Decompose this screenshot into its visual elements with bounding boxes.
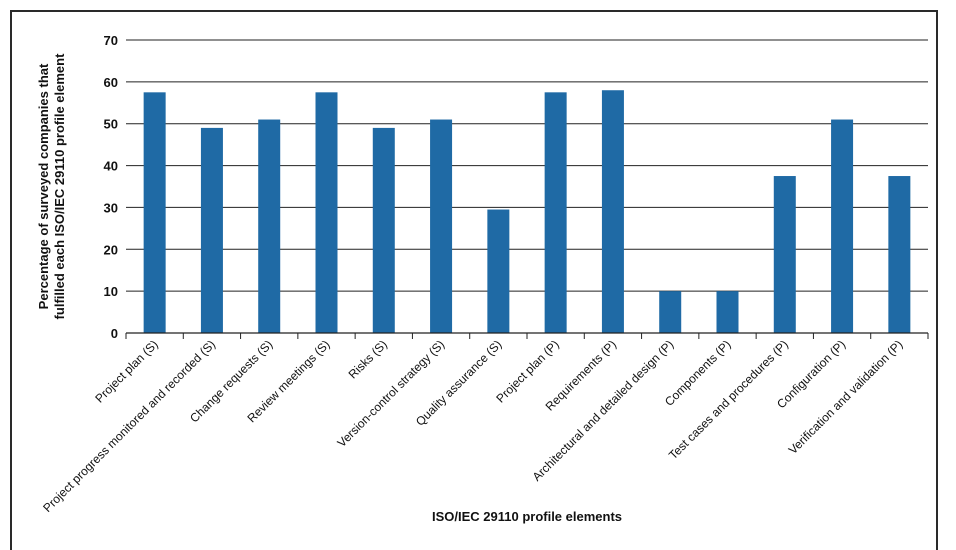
bar (430, 119, 453, 334)
bar (315, 92, 338, 333)
y-tick-label: 60 (104, 75, 118, 90)
bars (143, 90, 911, 334)
category-labels: Project plan (S)Project progress monitor… (40, 337, 905, 515)
category-label: Verification and validation (P) (786, 337, 906, 457)
x-tick-marks (125, 333, 929, 339)
bar (143, 92, 166, 333)
bar (601, 90, 624, 333)
bar (372, 127, 395, 334)
bar (831, 119, 854, 334)
gridlines (126, 39, 928, 292)
bar (888, 176, 911, 333)
y-tick-label: 50 (104, 117, 118, 132)
bar (773, 176, 796, 333)
bar (200, 127, 223, 334)
y-axis-title-line-2: fulfilled each ISO/IEC 29110 profile ele… (52, 53, 67, 320)
bar (716, 291, 739, 333)
y-tick-label: 20 (104, 242, 118, 257)
y-tick-labels: 0 10 20 30 40 50 60 70 (104, 33, 118, 341)
category-label: Test cases and procedures (P) (666, 337, 791, 462)
bar (258, 119, 281, 334)
x-axis-title: ISO/IEC 29110 profile elements (432, 509, 622, 524)
category-label: Risks (S) (346, 337, 390, 381)
y-axis-title: Percentage of surveyed companies that fu… (36, 53, 67, 320)
y-tick-label: 70 (104, 33, 118, 48)
y-tick-label: 0 (111, 326, 118, 341)
bar (487, 209, 510, 333)
y-tick-label: 40 (104, 159, 118, 174)
category-label: Version-control strategy (S) (334, 337, 447, 450)
y-axis-title-line-1: Percentage of surveyed companies that (36, 63, 51, 309)
bar (659, 291, 682, 333)
y-tick-label: 10 (104, 284, 118, 299)
y-tick-label: 30 (104, 200, 118, 215)
bar (544, 92, 567, 333)
